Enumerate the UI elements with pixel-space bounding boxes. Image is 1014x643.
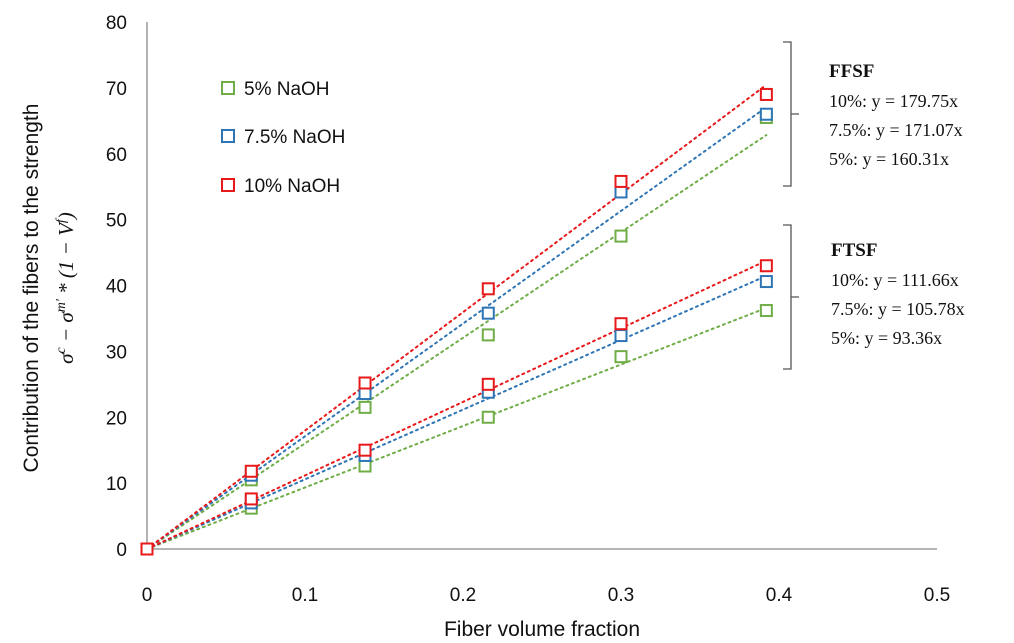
legend-label: 10% NaOH bbox=[244, 176, 340, 197]
ffsf-bracket bbox=[783, 41, 799, 187]
data-point-ftsf bbox=[759, 304, 773, 318]
data-point-ftsf bbox=[481, 377, 495, 391]
data-point-ffsf bbox=[614, 174, 628, 188]
x-tick-label: 0.4 bbox=[766, 585, 793, 606]
data-point-ftsf bbox=[481, 410, 495, 424]
data-point-ftsf bbox=[358, 459, 372, 473]
ffsf-title: FFSF bbox=[829, 61, 874, 82]
ftsf-annotation: FTSF 10%: y = 111.66x 7.5%: y = 105.78x … bbox=[831, 240, 965, 348]
ffsf-eq-5: 5%: y = 160.31x bbox=[829, 149, 949, 169]
data-point-ffsf bbox=[481, 328, 495, 342]
data-point-ftsf bbox=[759, 259, 773, 273]
x-tick-label: 0.5 bbox=[924, 585, 950, 606]
data-point-ffsf bbox=[614, 229, 628, 243]
legend-marker bbox=[221, 81, 235, 95]
legend: 5% NaOH 7.5% NaOH 10% NaOH bbox=[221, 79, 345, 197]
ftsf-bracket bbox=[783, 224, 799, 370]
data-point-ftsf bbox=[244, 492, 258, 506]
data-point-ffsf bbox=[244, 464, 258, 478]
x-tick-label: 0.3 bbox=[608, 585, 634, 606]
x-ticks: 0 0.1 0.2 0.3 0.4 0.5 bbox=[142, 585, 951, 606]
legend-marker bbox=[221, 129, 235, 143]
y-ticks: 0 10 20 30 40 50 60 70 80 bbox=[106, 13, 127, 561]
trendline-ftsf bbox=[146, 306, 768, 550]
y-axis-formula-group: σc − σm' * (1 − Vf) bbox=[54, 212, 78, 364]
y-tick-label: 50 bbox=[106, 211, 127, 232]
data-points bbox=[140, 87, 773, 556]
trendlines bbox=[146, 83, 768, 550]
data-point-ffsf bbox=[614, 185, 628, 199]
y-tick-label: 30 bbox=[106, 342, 127, 363]
data-point-ffsf bbox=[759, 87, 773, 101]
y-axis-title-group: Contribution of the fibers to the streng… bbox=[20, 104, 43, 473]
ffsf-eq-7-5: 7.5%: y = 171.07x bbox=[829, 120, 963, 140]
trendline-ftsf bbox=[146, 274, 768, 550]
y-axis-formula: σc − σm' * (1 − Vf) bbox=[54, 212, 78, 364]
data-point-ftsf bbox=[358, 443, 372, 457]
ffsf-eq-10: 10%: y = 179.75x bbox=[829, 91, 958, 111]
axes bbox=[146, 22, 937, 550]
ftsf-eq-10: 10%: y = 111.66x bbox=[831, 270, 959, 290]
x-tick-label: 0.1 bbox=[292, 585, 318, 606]
data-point-ftsf bbox=[614, 329, 628, 343]
y-tick-label: 60 bbox=[106, 145, 127, 166]
x-tick-label: 0 bbox=[142, 585, 153, 606]
trendline-ffsf bbox=[146, 134, 768, 550]
data-point-ffsf bbox=[358, 387, 372, 401]
data-point-ffsf bbox=[481, 282, 495, 296]
y-tick-label: 80 bbox=[106, 13, 127, 34]
data-point-ftsf bbox=[140, 542, 154, 556]
ffsf-annotation: FFSF 10%: y = 179.75x 7.5%: y = 171.07x … bbox=[829, 61, 963, 169]
y-tick-label: 20 bbox=[106, 408, 127, 429]
legend-label: 7.5% NaOH bbox=[244, 127, 345, 148]
y-axis-title: Contribution of the fibers to the streng… bbox=[20, 104, 43, 473]
data-point-ftsf bbox=[614, 317, 628, 331]
y-tick-label: 70 bbox=[106, 79, 127, 100]
ftsf-eq-7-5: 7.5%: y = 105.78x bbox=[831, 299, 965, 319]
data-point-ffsf bbox=[759, 107, 773, 121]
data-point-ffsf bbox=[481, 306, 495, 320]
trendline-ffsf bbox=[146, 106, 768, 550]
ftsf-eq-5: 5%: y = 93.36x bbox=[831, 328, 942, 348]
legend-marker bbox=[221, 178, 235, 192]
data-point-ffsf bbox=[358, 376, 372, 390]
trendline-ftsf bbox=[146, 259, 768, 550]
ftsf-title: FTSF bbox=[831, 240, 877, 261]
data-point-ffsf bbox=[358, 400, 372, 414]
legend-label: 5% NaOH bbox=[244, 79, 330, 100]
y-tick-label: 40 bbox=[106, 277, 127, 298]
y-tick-label: 10 bbox=[106, 474, 127, 495]
y-tick-label: 0 bbox=[116, 540, 127, 561]
data-point-ftsf bbox=[759, 275, 773, 289]
x-axis-title: Fiber volume fraction bbox=[444, 618, 640, 641]
data-point-ftsf bbox=[614, 350, 628, 364]
x-tick-label: 0.2 bbox=[450, 585, 476, 606]
